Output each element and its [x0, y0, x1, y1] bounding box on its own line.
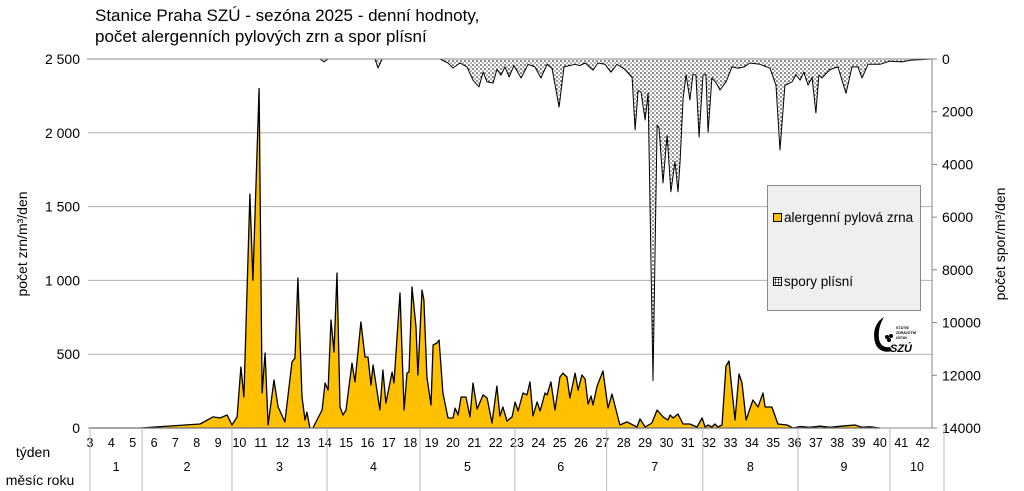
- x-tick-label-week: 25: [553, 436, 567, 450]
- legend-item-spores: spory plísní: [773, 274, 853, 289]
- x-tick-label-week: 13: [297, 436, 311, 450]
- x-tick-label-week: 41: [894, 436, 908, 450]
- series-area-spores: [87, 58, 933, 382]
- x-tick-label-month: 4: [370, 460, 377, 474]
- x-tick-label-week: 12: [275, 436, 289, 450]
- chart-title-line2: počet alergenních pylových zrn a spor pl…: [95, 27, 427, 46]
- x-axis-row-label-week: týden: [16, 444, 50, 460]
- x-tick-label-week: 32: [702, 436, 716, 450]
- x-tick-label-month: 1: [113, 460, 120, 474]
- szu-logo: STÁTNÍ ZDRAVOTNÍ ÚSTAV SZÚ: [874, 317, 917, 355]
- y-tick-label-left: 0: [72, 420, 80, 436]
- y-tick-label-right: 8000: [942, 262, 973, 278]
- x-tick-label-week: 37: [809, 436, 823, 450]
- y-axis-right-label: počet spor/m³/den: [992, 188, 1008, 301]
- y-tick-label-left: 2 500: [45, 51, 80, 67]
- x-tick-label-week: 5: [129, 436, 136, 450]
- legend-swatch-spores: [773, 277, 782, 286]
- x-tick-label-week: 6: [151, 436, 158, 450]
- y-axis-left-label: počet zrn/m³/den: [14, 191, 30, 296]
- x-tick-label-week: 40: [873, 436, 887, 450]
- legend-swatch-pollen: [773, 213, 782, 222]
- legend-item-pollen: alergenní pylová zrna: [773, 210, 913, 225]
- x-tick-label-week: 9: [215, 436, 222, 450]
- x-tick-label-week: 18: [403, 436, 417, 450]
- svg-text:ZDRAVOTNÍ: ZDRAVOTNÍ: [896, 330, 917, 335]
- y-tick-label-left: 500: [57, 346, 81, 362]
- y-tick-label-left: 2 000: [45, 125, 80, 141]
- x-tick-label-week: 21: [467, 436, 481, 450]
- x-tick-label-week: 22: [489, 436, 503, 450]
- x-tick-label-week: 19: [425, 436, 439, 450]
- y-tick-label-right: 6000: [942, 209, 973, 225]
- x-tick-label-week: 39: [852, 436, 866, 450]
- y-tick-label-right: 2000: [942, 104, 973, 120]
- x-tick-label-week: 14: [318, 436, 332, 450]
- x-tick-label-week: 29: [638, 436, 652, 450]
- x-tick-label-week: 8: [193, 436, 200, 450]
- logo-text: SZÚ: [890, 342, 913, 355]
- y-tick-label-left: 1 500: [45, 199, 80, 215]
- chart-title: Stanice Praha SZÚ - sezóna 2025 - denní …: [95, 5, 479, 47]
- svg-text:STÁTNÍ: STÁTNÍ: [896, 325, 910, 330]
- axes: 2 500 2 000 1 500 1 000 500 0 0 2000 4000 6000 800…: [45, 51, 981, 491]
- x-tick-label-week: 7: [172, 436, 179, 450]
- x-tick-label-week: 42: [916, 436, 930, 450]
- x-tick-label-month: 2: [184, 460, 191, 474]
- x-tick-label-week: 36: [788, 436, 802, 450]
- x-tick-label-month: 8: [747, 460, 754, 474]
- x-tick-label-week: 30: [659, 436, 673, 450]
- x-tick-label-week: 28: [617, 436, 631, 450]
- legend-label-spores: spory plísní: [784, 274, 854, 289]
- x-tick-label-week: 23: [510, 436, 524, 450]
- x-tick-label-week: 31: [681, 436, 695, 450]
- x-axis-row-label-month: měsíc roku: [6, 472, 74, 488]
- x-tick-label-week: 16: [361, 436, 375, 450]
- y-tick-label-right: 12000: [942, 367, 981, 383]
- x-tick-label-week: 11: [254, 436, 267, 450]
- y-tick-label-right: 10000: [942, 315, 981, 331]
- x-tick-label-week: 33: [724, 436, 738, 450]
- x-tick-label-month: 6: [557, 460, 564, 474]
- x-tick-label-week: 38: [830, 436, 844, 450]
- y-tick-label-right: 0: [942, 51, 950, 67]
- x-tick-label-month: 3: [276, 460, 283, 474]
- x-tick-label-week: 27: [595, 436, 609, 450]
- x-tick-label-week: 10: [232, 436, 246, 450]
- x-tick-label-week: 35: [766, 436, 780, 450]
- svg-text:ÚSTAV: ÚSTAV: [896, 335, 908, 340]
- x-tick-label-week: 15: [339, 436, 353, 450]
- chart-title-line1: Stanice Praha SZÚ - sezóna 2025 - denní …: [95, 6, 480, 25]
- x-tick-label-week: 17: [382, 436, 396, 450]
- x-tick-label-week: 4: [108, 436, 115, 450]
- x-tick-label-week: 26: [574, 436, 588, 450]
- x-tick-label-month: 7: [651, 460, 658, 474]
- x-tick-label-week: 34: [745, 436, 759, 450]
- x-tick-label-month: 10: [910, 460, 924, 474]
- legend-label-pollen: alergenní pylová zrna: [784, 210, 914, 225]
- x-tick-label-month: 5: [464, 460, 471, 474]
- x-tick-label-month: 9: [840, 460, 847, 474]
- legend: alergenní pylová zrna spory plísní: [767, 185, 921, 311]
- x-tick-label-week: 20: [446, 436, 460, 450]
- y-tick-label-right: 14000: [942, 420, 981, 436]
- y-tick-label-left: 1 000: [45, 272, 80, 288]
- x-tick-label-week: 24: [531, 436, 545, 450]
- series-area-pollen: [89, 87, 881, 429]
- y-tick-label-right: 4000: [942, 156, 973, 172]
